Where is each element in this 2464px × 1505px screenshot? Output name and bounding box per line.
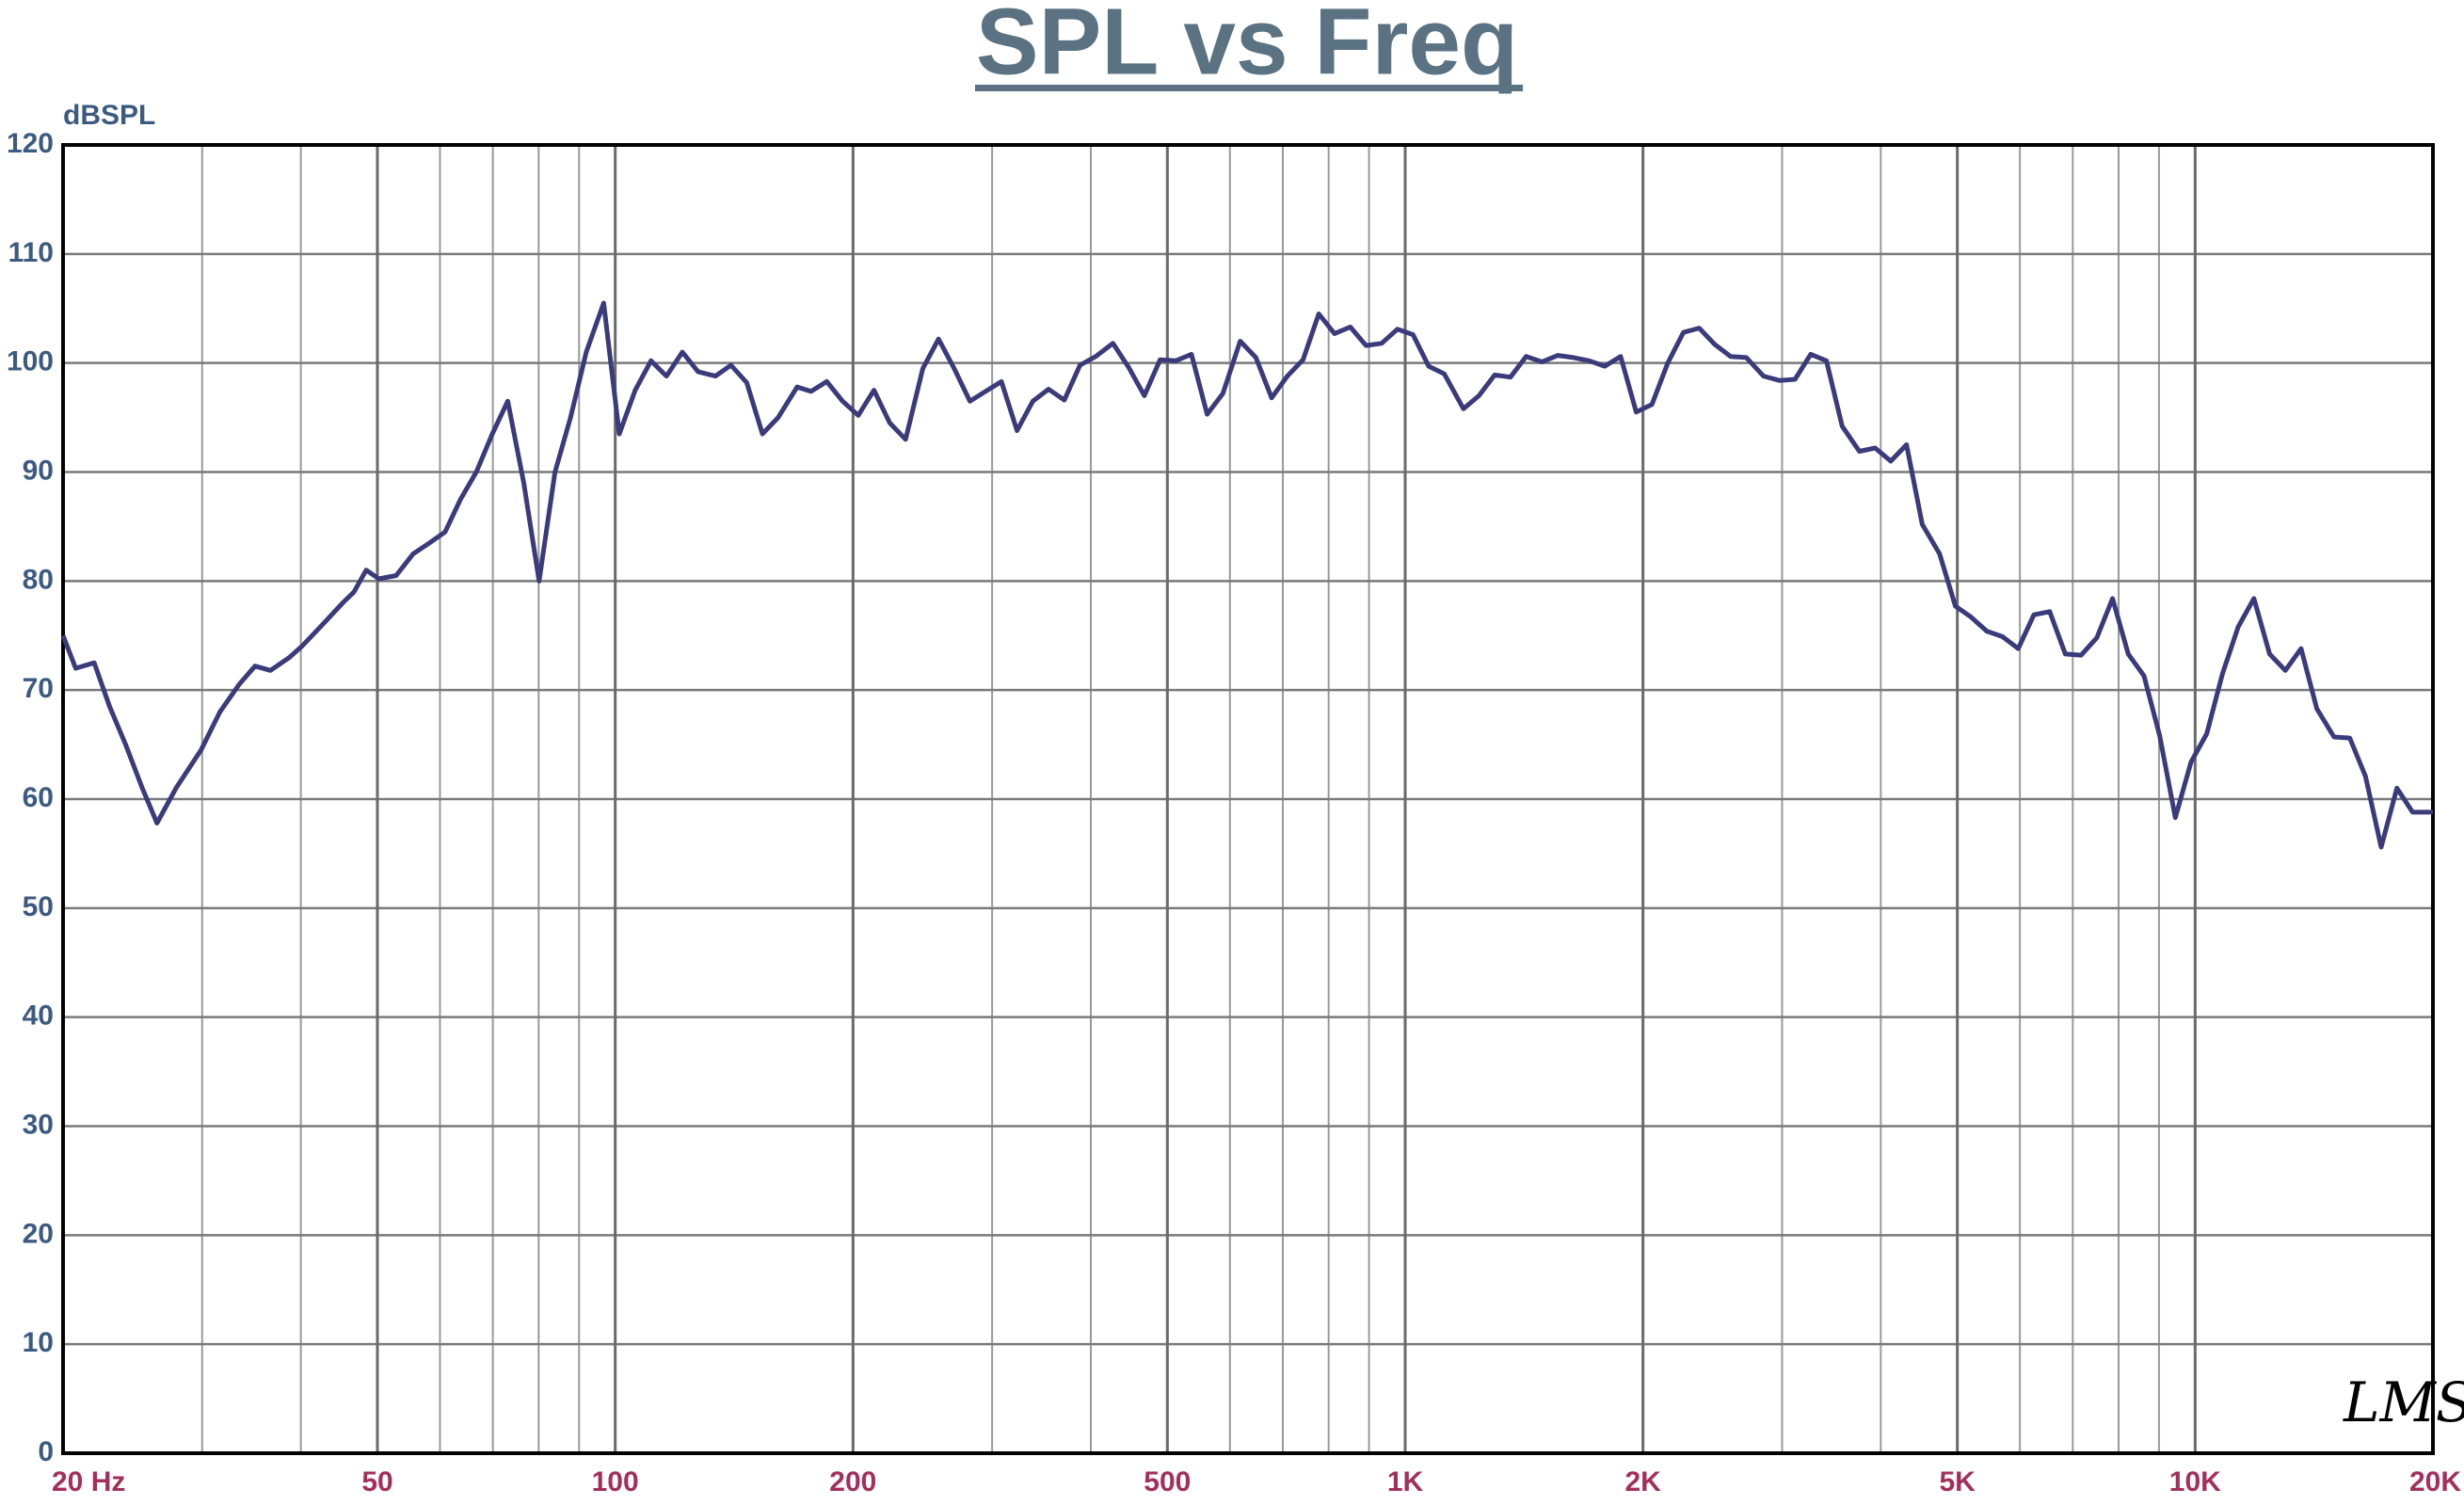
- y-tick-label: 10: [23, 1327, 54, 1358]
- y-tick-label: 20: [23, 1218, 54, 1249]
- x-tick-label: 100: [592, 1466, 639, 1497]
- y-tick-label: 100: [7, 346, 54, 377]
- x-tick-label: 50: [361, 1466, 392, 1497]
- y-tick-label: 30: [23, 1109, 54, 1140]
- x-tick-label: 200: [829, 1466, 876, 1497]
- x-tick-label: 5K: [1939, 1466, 1976, 1497]
- x-tick-label: 10K: [2169, 1466, 2221, 1497]
- y-tick-label: 50: [23, 891, 54, 922]
- x-tick-label: 20K: [2409, 1466, 2461, 1497]
- y-axis-label: dBSPL: [63, 100, 155, 131]
- y-tick-label: 80: [23, 564, 54, 595]
- y-tick-label: 120: [7, 128, 54, 159]
- chart-title: SPL vs Freq: [976, 0, 1518, 94]
- y-tick-label: 40: [23, 1001, 54, 1032]
- y-tick-label: 110: [8, 237, 54, 268]
- logo: LMS: [2343, 1370, 2464, 1434]
- plot-frame: [61, 143, 2435, 1455]
- y-tick-label: 90: [23, 455, 54, 486]
- x-tick-label: 500: [1144, 1466, 1191, 1497]
- x-tick-label: 1K: [1387, 1466, 1424, 1497]
- response-line: [60, 300, 2433, 850]
- y-tick-label: 70: [23, 673, 54, 704]
- y-tick-label: 60: [23, 782, 54, 813]
- title-underline: [975, 85, 1523, 91]
- x-tick-label: 2K: [1624, 1466, 1661, 1497]
- x-tick-label: 20 Hz: [52, 1466, 125, 1497]
- y-tick-label: 0: [38, 1436, 54, 1467]
